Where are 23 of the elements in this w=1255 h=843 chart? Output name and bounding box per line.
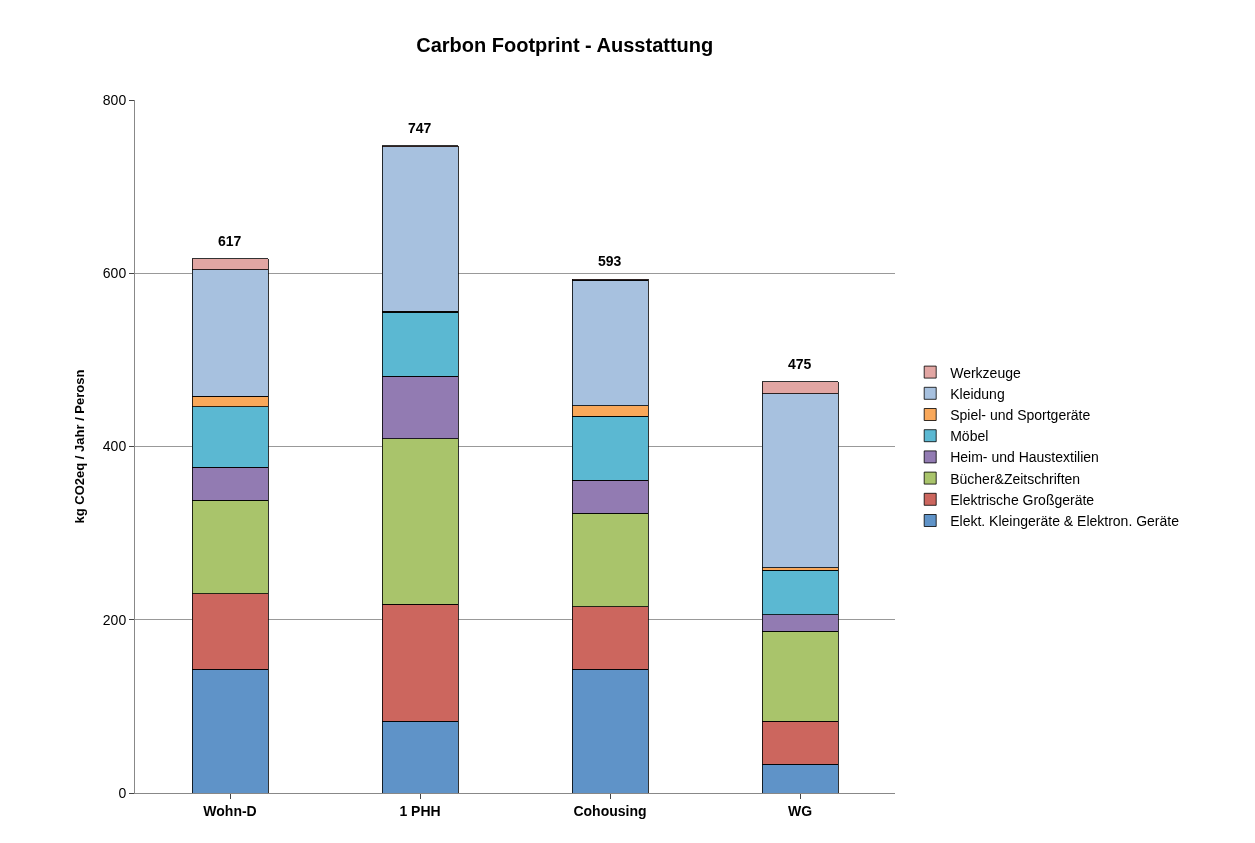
y-tick-label: 0 (118, 784, 127, 801)
total-label: 617 (218, 233, 242, 249)
y-tick-label: 400 (102, 438, 127, 455)
legend-label: Elektrische Großgeräte (950, 491, 1095, 508)
total-label: 593 (598, 253, 622, 269)
chart-title: Carbon Footprint - Ausstattung (416, 33, 714, 56)
legend-label: Spiel- und Sportgeräte (950, 406, 1091, 423)
legend-label: Heim- und Haustextilien (950, 449, 1099, 466)
y-tick-label: 200 (102, 611, 127, 628)
x-tick-label: Cohousing (573, 802, 647, 819)
y-tick-label: 600 (102, 265, 127, 282)
legend-label: Elekt. Kleingeräte & Elektron. Geräte (950, 512, 1180, 529)
legend-label: Werkzeuge (950, 364, 1021, 381)
x-tick-label: Wohn-D (203, 802, 257, 819)
total-label: 475 (788, 356, 812, 372)
x-tick-label: 1 PHH (399, 802, 441, 819)
y-tick-label: 800 (102, 91, 127, 108)
legend-label: Möbel (950, 428, 989, 445)
total-label: 747 (408, 120, 432, 136)
legend-label: Bücher&Zeitschriften (950, 470, 1081, 487)
y-axis-title: kg CO2eq / Jahr / Perosn (71, 369, 87, 524)
legend-label: Kleidung (950, 385, 1005, 402)
x-tick-label: WG (787, 802, 813, 819)
